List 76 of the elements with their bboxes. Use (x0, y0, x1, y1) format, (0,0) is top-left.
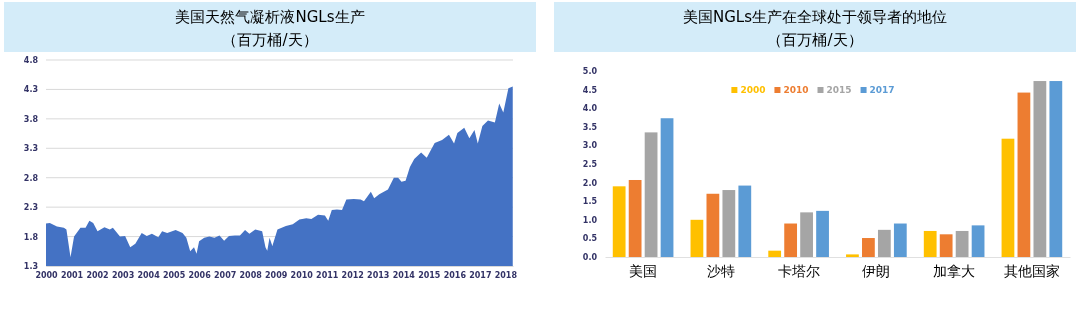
bar (862, 238, 875, 257)
y-tick-label: 1.0 (582, 215, 598, 225)
x-tick-label: 2013 (367, 270, 390, 280)
bar (612, 186, 626, 257)
bar (893, 223, 907, 257)
x-tick-label: 卡塔尔 (777, 262, 820, 279)
x-tick-label: 其他国家 (1003, 262, 1060, 279)
bar (1001, 138, 1015, 257)
x-tick-label: 2005 (162, 270, 186, 280)
chart-subtitle: （百万桶/天） (222, 31, 318, 49)
bar (706, 193, 720, 257)
bar (1033, 81, 1047, 257)
bar (816, 210, 829, 257)
y-tick-label: 1.5 (582, 197, 598, 207)
bar (939, 234, 953, 257)
x-tick-label: 2001 (60, 270, 84, 280)
x-tick-label: 2017 (469, 270, 492, 280)
x-tick-label: 2015 (418, 270, 441, 280)
x-tick-label: 2003 (111, 270, 135, 280)
x-tick-label: 2000 (35, 270, 59, 280)
bar (1049, 81, 1063, 257)
bar (690, 219, 704, 257)
x-tick-label: 2009 (265, 270, 288, 280)
y-tick-label: 0.5 (582, 234, 598, 244)
x-tick-label: 2007 (214, 270, 237, 280)
y-tick-label: 0.0 (582, 253, 598, 263)
bar (768, 250, 782, 257)
x-tick-label: 2004 (137, 270, 161, 280)
y-tick-label: 3.5 (582, 122, 598, 132)
x-tick-label: 2014 (392, 270, 416, 280)
x-tick-label: 沙特 (706, 262, 735, 279)
y-tick-label: 3.0 (582, 141, 598, 151)
x-tick-label: 加拿大 (933, 262, 976, 279)
y-tick-label: 5.0 (582, 67, 598, 77)
y-tick-label: 2.8 (23, 173, 39, 183)
y-tick-label: 3.3 (23, 144, 38, 154)
x-tick-label: 2010 (290, 270, 314, 280)
x-tick-label: 2018 (494, 270, 518, 280)
chart-title: 美国天然气凝析液NGLs生产 (175, 8, 365, 26)
y-tick-label: 4.5 (582, 85, 598, 95)
legend-label: 2017 (869, 85, 895, 95)
y-tick-label: 2.5 (582, 160, 598, 170)
bar (971, 225, 985, 257)
legend-label: 2010 (783, 85, 809, 95)
legend-label: 2000 (740, 85, 766, 95)
x-tick-label: 伊朗 (862, 262, 891, 279)
bar (800, 212, 813, 257)
y-tick-label: 2.3 (23, 203, 38, 213)
bar (738, 185, 752, 257)
bar (955, 230, 969, 257)
bar (1017, 92, 1031, 257)
y-tick-label: 4.3 (23, 85, 38, 95)
bar (784, 223, 798, 257)
x-tick-label: 2002 (86, 270, 109, 280)
y-tick-label: 4.0 (582, 104, 598, 114)
x-tick-label: 2008 (239, 270, 263, 280)
y-tick-label: 1.3 (23, 262, 38, 272)
y-tick-label: 3.8 (23, 114, 39, 124)
y-tick-label: 4.8 (23, 56, 39, 66)
y-tick-label: 2.0 (582, 178, 598, 188)
bar (846, 254, 859, 257)
bar (644, 132, 658, 257)
bar (628, 180, 642, 257)
x-tick-label: 美国 (629, 262, 658, 279)
y-tick-label: 1.8 (23, 232, 39, 242)
chart-title: 美国NGLs生产在全球处于领导者的地位 (682, 8, 948, 26)
legend-label: 2015 (826, 85, 852, 95)
x-tick-label: 2016 (443, 270, 467, 280)
bar (877, 229, 891, 257)
x-tick-label: 2012 (341, 270, 364, 280)
bar (660, 118, 674, 257)
chart-subtitle: （百万桶/天） (767, 31, 863, 49)
bar (722, 190, 736, 257)
x-tick-label: 2006 (188, 270, 212, 280)
x-tick-label: 2011 (316, 270, 339, 280)
bar (923, 230, 937, 257)
